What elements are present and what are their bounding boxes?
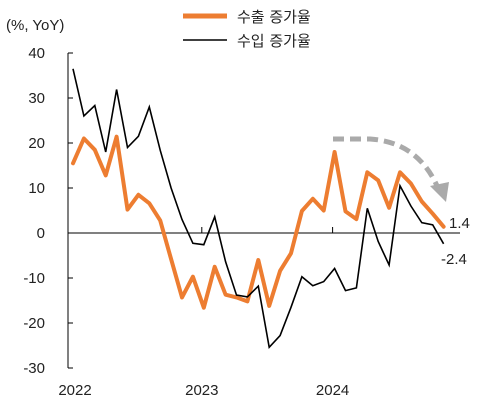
legend-export-label: 수출 증가율 [237,8,311,26]
legend: 수출 증가율 수입 증가율 [183,8,311,50]
y-tick-label: -10 [23,270,45,287]
x-tick-label: 2024 [316,382,349,399]
trend-arrow [333,136,449,202]
x-tick-label: 2022 [58,382,91,399]
end-label-export: 1.4 [449,215,470,232]
y-axis: 40 30 20 10 0 -10 -20 -30 [23,45,73,377]
series-import-line [72,68,445,350]
y-tick-label: 20 [28,135,45,152]
y-tick-label: 0 [37,225,45,242]
y-tick-label: -20 [23,315,45,332]
end-label-import: -2.4 [441,251,467,268]
y-tick-label: 30 [28,90,45,107]
legend-import-label: 수입 증가율 [237,32,311,50]
x-tick-label: 2023 [185,382,218,399]
y-tick-label: 40 [28,45,45,62]
series-export-line [71,134,446,310]
x-axis: 2022 2023 2024 [58,227,460,399]
trend-arrow-path [333,136,441,190]
y-tick-label: 10 [28,180,45,197]
trend-arrow-head [430,182,449,202]
y-tick-label: -30 [23,360,45,377]
y-unit-label: (%, YoY) [6,17,64,34]
